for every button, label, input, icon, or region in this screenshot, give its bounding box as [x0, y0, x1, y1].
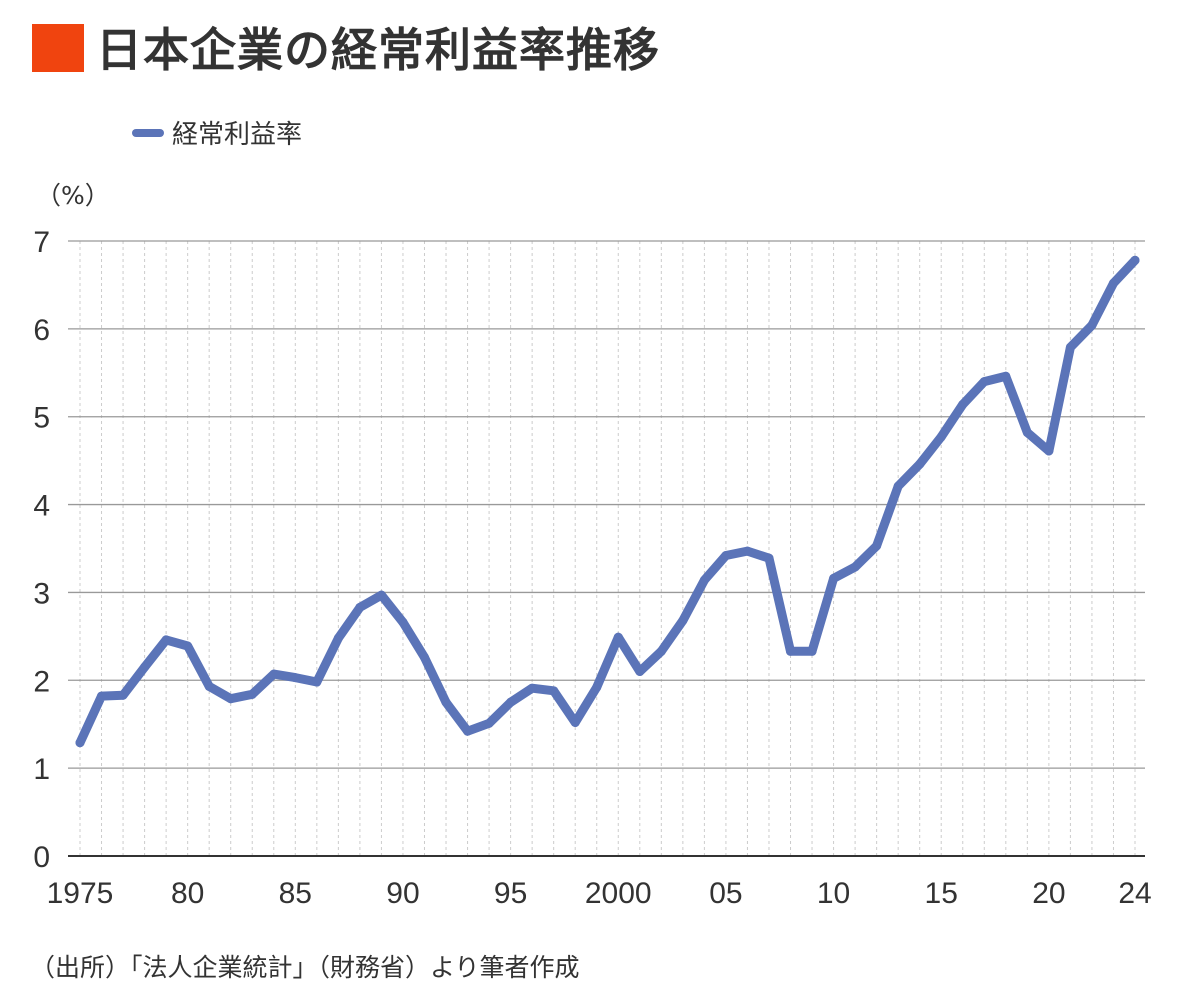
data-point [506, 697, 516, 707]
data-point [376, 590, 386, 600]
legend: 経常利益率 [132, 114, 302, 151]
x-tick-label: 05 [709, 877, 742, 910]
data-point [247, 689, 257, 699]
x-tick-label: 15 [925, 877, 958, 910]
y-tick-label: 0 [33, 841, 50, 874]
y-tick-label: 5 [33, 402, 50, 435]
y-axis-unit: （%） [36, 181, 110, 210]
y-tick-label: 3 [33, 577, 50, 610]
data-point [204, 681, 214, 691]
data-point [549, 686, 559, 696]
x-tick-label: 95 [494, 877, 527, 910]
data-point [118, 690, 128, 700]
y-tick-label: 7 [33, 226, 50, 259]
data-point [312, 677, 322, 687]
data-point [893, 481, 903, 491]
data-point [915, 459, 925, 469]
x-tick-label: 1975 [47, 877, 114, 910]
series-line-keijo-rieki-ritsu [75, 255, 1140, 748]
data-point [1108, 278, 1118, 288]
data-point [1001, 371, 1011, 381]
chart-title: 日本企業の経常利益率推移 [96, 23, 660, 77]
data-point [613, 632, 623, 642]
data-point [721, 551, 731, 561]
legend-label: 経常利益率 [172, 120, 303, 150]
data-point [764, 553, 774, 563]
data-point [850, 562, 860, 572]
title-accent-square [32, 24, 84, 72]
data-point [786, 646, 796, 656]
data-point [958, 399, 968, 409]
data-point [183, 641, 193, 651]
data-point [355, 602, 365, 612]
data-point [75, 738, 85, 748]
legend-swatch [132, 128, 164, 137]
data-point [635, 667, 645, 676]
data-point [226, 694, 236, 704]
data-point [527, 683, 537, 693]
data-point [699, 575, 709, 585]
data-point [290, 673, 300, 683]
data-point [936, 432, 946, 442]
x-tick-label: 90 [386, 877, 419, 910]
x-tick-label: 10 [817, 877, 850, 910]
data-point [656, 646, 666, 656]
x-tick-label: 20 [1032, 877, 1065, 910]
data-point [570, 717, 580, 727]
data-point [678, 616, 688, 626]
data-point [1044, 446, 1054, 456]
data-point [463, 726, 473, 736]
data-point [1087, 320, 1097, 330]
data-point [872, 541, 882, 551]
data-point [1130, 255, 1140, 265]
data-point [592, 682, 602, 692]
data-point [484, 718, 494, 728]
data-point [161, 635, 171, 645]
y-tick-label: 1 [33, 753, 50, 786]
data-point [742, 546, 752, 556]
data-point [333, 633, 343, 643]
data-point [419, 652, 429, 662]
data-point [97, 691, 107, 701]
x-tick-label: 80 [171, 877, 204, 910]
x-tick-label: 2000 [585, 877, 652, 910]
data-point [829, 573, 839, 583]
data-point [1022, 428, 1032, 438]
data-point [398, 617, 408, 627]
data-point [441, 697, 451, 707]
data-point [979, 377, 989, 387]
x-tick-label: 24 [1118, 877, 1151, 910]
data-point [269, 669, 279, 679]
x-tick-label: 85 [279, 877, 312, 910]
y-tick-label: 4 [33, 490, 50, 523]
data-point [807, 646, 817, 656]
data-point [1065, 342, 1075, 352]
y-tick-label: 2 [33, 665, 50, 698]
y-tick-label: 6 [33, 314, 50, 347]
data-point [140, 662, 150, 672]
source-note: （出所）「法人企業統計」（財務省）より筆者作成 [30, 953, 580, 982]
